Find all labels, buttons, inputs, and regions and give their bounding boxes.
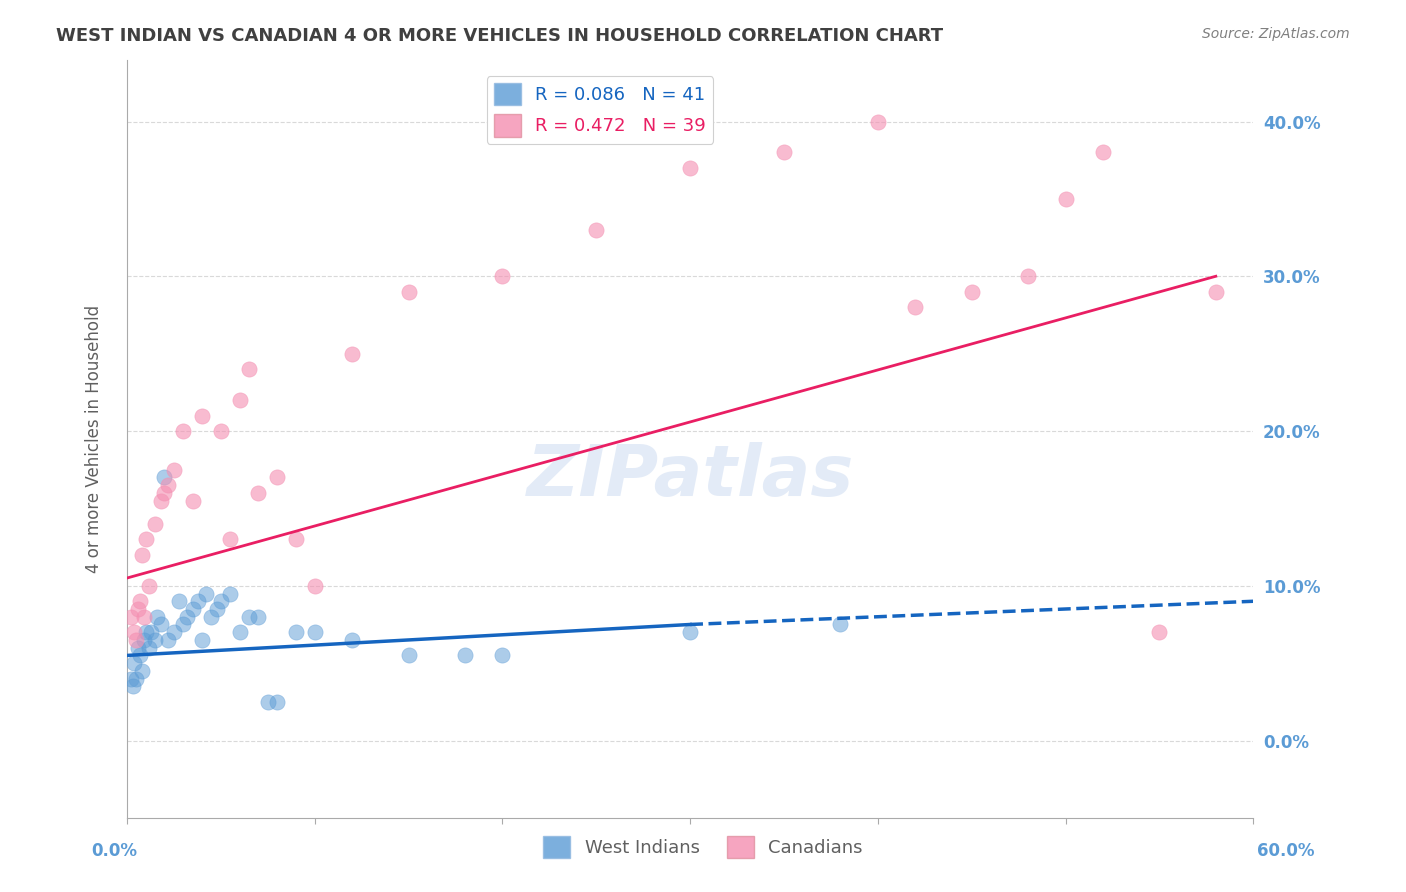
- Point: [124, 625, 146, 640]
- Point: [125, 632, 148, 647]
- Point: [266, 470, 288, 484]
- Text: WEST INDIAN VS CANADIAN 4 OR MORE VEHICLES IN HOUSEHOLD CORRELATION CHART: WEST INDIAN VS CANADIAN 4 OR MORE VEHICL…: [56, 27, 943, 45]
- Y-axis label: 4 or more Vehicles in Household: 4 or more Vehicles in Household: [86, 305, 103, 573]
- Point: [238, 609, 260, 624]
- Point: [219, 533, 242, 547]
- Point: [153, 486, 176, 500]
- Point: [127, 602, 149, 616]
- Point: [679, 625, 702, 640]
- Point: [238, 362, 260, 376]
- Point: [163, 463, 186, 477]
- Text: ZIPatlas: ZIPatlas: [526, 442, 853, 511]
- Point: [340, 346, 363, 360]
- Text: 0.0%: 0.0%: [91, 842, 138, 860]
- Point: [205, 602, 228, 616]
- Legend: R = 0.086   N = 41, R = 0.472   N = 39: R = 0.086 N = 41, R = 0.472 N = 39: [486, 76, 713, 144]
- Point: [138, 640, 160, 655]
- Point: [247, 486, 270, 500]
- Point: [398, 648, 420, 663]
- Point: [1149, 625, 1171, 640]
- Point: [132, 609, 155, 624]
- Point: [141, 625, 163, 640]
- Point: [209, 594, 232, 608]
- Point: [120, 672, 142, 686]
- Point: [163, 625, 186, 640]
- Point: [149, 493, 172, 508]
- Point: [266, 695, 288, 709]
- Point: [143, 516, 166, 531]
- Point: [129, 648, 152, 663]
- Point: [149, 617, 172, 632]
- Point: [866, 114, 889, 128]
- Point: [247, 609, 270, 624]
- Point: [398, 285, 420, 299]
- Point: [129, 594, 152, 608]
- Point: [135, 533, 157, 547]
- Point: [146, 609, 169, 624]
- Point: [191, 409, 214, 423]
- Point: [219, 586, 242, 600]
- Point: [153, 470, 176, 484]
- Point: [209, 424, 232, 438]
- Point: [1054, 192, 1077, 206]
- Point: [127, 640, 149, 655]
- Point: [304, 625, 326, 640]
- Point: [181, 602, 204, 616]
- Point: [132, 632, 155, 647]
- Point: [1205, 285, 1227, 299]
- Point: [157, 632, 180, 647]
- Point: [172, 424, 194, 438]
- Point: [135, 625, 157, 640]
- Point: [172, 617, 194, 632]
- Point: [1017, 269, 1039, 284]
- Point: [124, 656, 146, 670]
- Point: [256, 695, 278, 709]
- Point: [284, 533, 307, 547]
- Point: [773, 145, 796, 160]
- Point: [194, 586, 217, 600]
- Text: Source: ZipAtlas.com: Source: ZipAtlas.com: [1202, 27, 1350, 41]
- Point: [131, 664, 153, 678]
- Point: [1092, 145, 1115, 160]
- Point: [960, 285, 983, 299]
- Point: [284, 625, 307, 640]
- Point: [191, 632, 214, 647]
- Point: [125, 672, 148, 686]
- Point: [143, 632, 166, 647]
- Point: [138, 579, 160, 593]
- Point: [904, 300, 927, 314]
- Point: [120, 609, 142, 624]
- Point: [121, 679, 143, 693]
- Point: [131, 548, 153, 562]
- Point: [181, 493, 204, 508]
- Point: [679, 161, 702, 175]
- Point: [187, 594, 209, 608]
- Point: [176, 609, 198, 624]
- Point: [200, 609, 222, 624]
- Point: [491, 269, 513, 284]
- Point: [340, 632, 363, 647]
- Text: 60.0%: 60.0%: [1257, 842, 1315, 860]
- Point: [157, 478, 180, 492]
- Point: [169, 594, 191, 608]
- Legend: West Indians, Canadians: West Indians, Canadians: [536, 829, 870, 865]
- Point: [228, 625, 250, 640]
- Point: [304, 579, 326, 593]
- Point: [228, 393, 250, 408]
- Point: [454, 648, 477, 663]
- Point: [585, 223, 607, 237]
- Point: [491, 648, 513, 663]
- Point: [830, 617, 852, 632]
